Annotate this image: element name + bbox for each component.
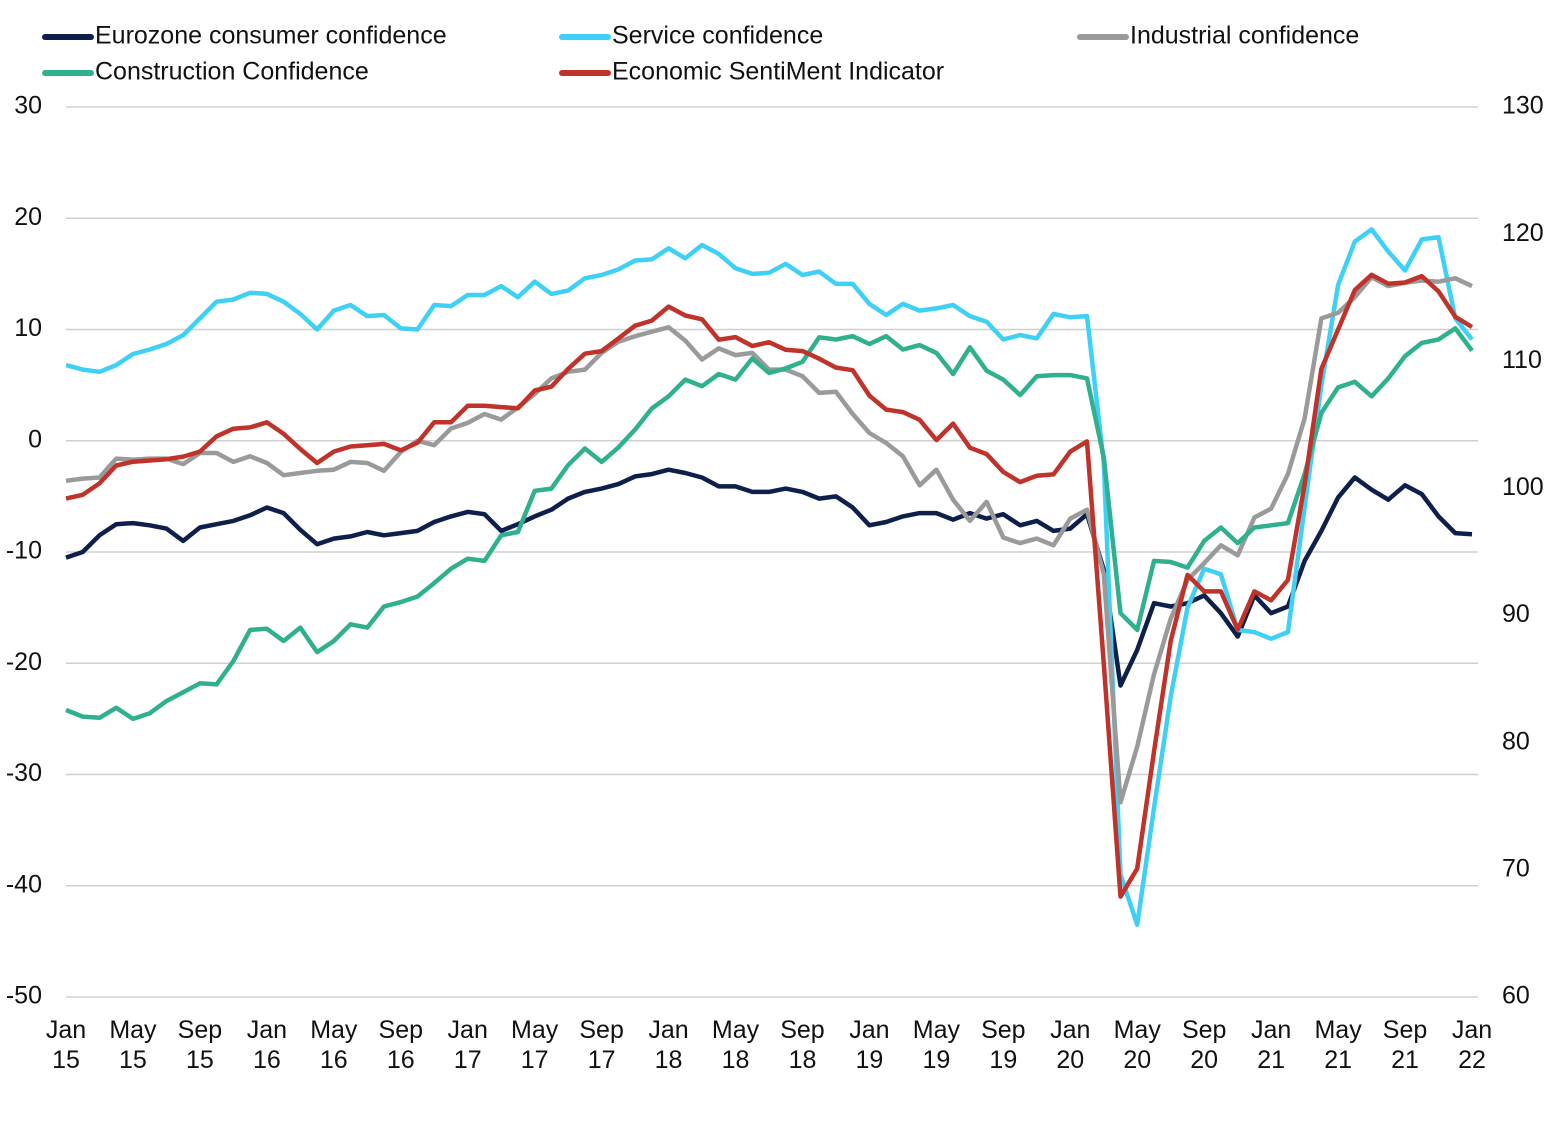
series-line: [65, 467, 1473, 688]
x-tick-label: May 20: [1114, 1016, 1162, 1074]
series-line: [65, 274, 1473, 805]
y2-tick-label: 70: [1502, 854, 1530, 882]
x-tick-label: Sep 17: [579, 1016, 623, 1074]
y2-tick-label: 130: [1502, 92, 1544, 120]
x-tick-label: May 18: [712, 1016, 760, 1074]
x-tick-label: Jan 17: [448, 1016, 488, 1074]
x-tick-label: Sep 15: [178, 1016, 222, 1074]
y-tick-label: -50: [6, 982, 42, 1010]
legend-label: Industrial confidence: [1130, 22, 1359, 50]
y2-tick-label: 120: [1502, 219, 1544, 247]
y-tick-label: -40: [6, 870, 42, 898]
y2-tick-label: 100: [1502, 473, 1544, 501]
legend-label: Economic SentiMent Indicator: [612, 58, 944, 86]
x-tick-label: Sep 20: [1182, 1016, 1226, 1074]
x-tick-label: Sep 19: [981, 1016, 1025, 1074]
y-tick-label: 30: [14, 92, 42, 120]
x-tick-label: May 15: [109, 1016, 157, 1074]
x-tick-label: Jan 15: [46, 1016, 86, 1074]
x-tick-label: Sep 21: [1383, 1016, 1427, 1074]
y-tick-label: 10: [14, 314, 42, 342]
x-tick-label: Sep 16: [379, 1016, 423, 1074]
x-tick-label: May 19: [913, 1016, 961, 1074]
x-tick-label: Sep 18: [780, 1016, 824, 1074]
x-tick-label: May 21: [1314, 1016, 1362, 1074]
y-tick-label: -10: [6, 537, 42, 565]
x-tick-label: Jan 21: [1251, 1016, 1291, 1074]
y-tick-label: -30: [6, 759, 42, 787]
x-tick-label: May 17: [511, 1016, 559, 1074]
x-tick-label: Jan 19: [849, 1016, 889, 1074]
legend-label: Construction Confidence: [95, 58, 369, 86]
y-tick-label: 20: [14, 203, 42, 231]
series-line: [65, 227, 1474, 927]
x-tick-label: May 16: [310, 1016, 358, 1074]
y2-tick-label: 80: [1502, 727, 1530, 755]
legend-label: Eurozone consumer confidence: [95, 22, 447, 50]
legend-label: Service confidence: [612, 22, 823, 50]
y2-tick-label: 60: [1502, 982, 1530, 1010]
y-tick-label: 0: [28, 425, 42, 453]
x-tick-label: Jan 22: [1452, 1016, 1492, 1074]
y-tick-label: -20: [6, 648, 42, 676]
x-tick-label: Jan 16: [247, 1016, 287, 1074]
x-tick-label: Jan 20: [1050, 1016, 1090, 1074]
series-line: [65, 326, 1474, 722]
y2-tick-label: 90: [1502, 600, 1530, 628]
series-line: [65, 272, 1474, 899]
x-tick-label: Jan 18: [648, 1016, 688, 1074]
y2-tick-label: 110: [1502, 346, 1542, 374]
